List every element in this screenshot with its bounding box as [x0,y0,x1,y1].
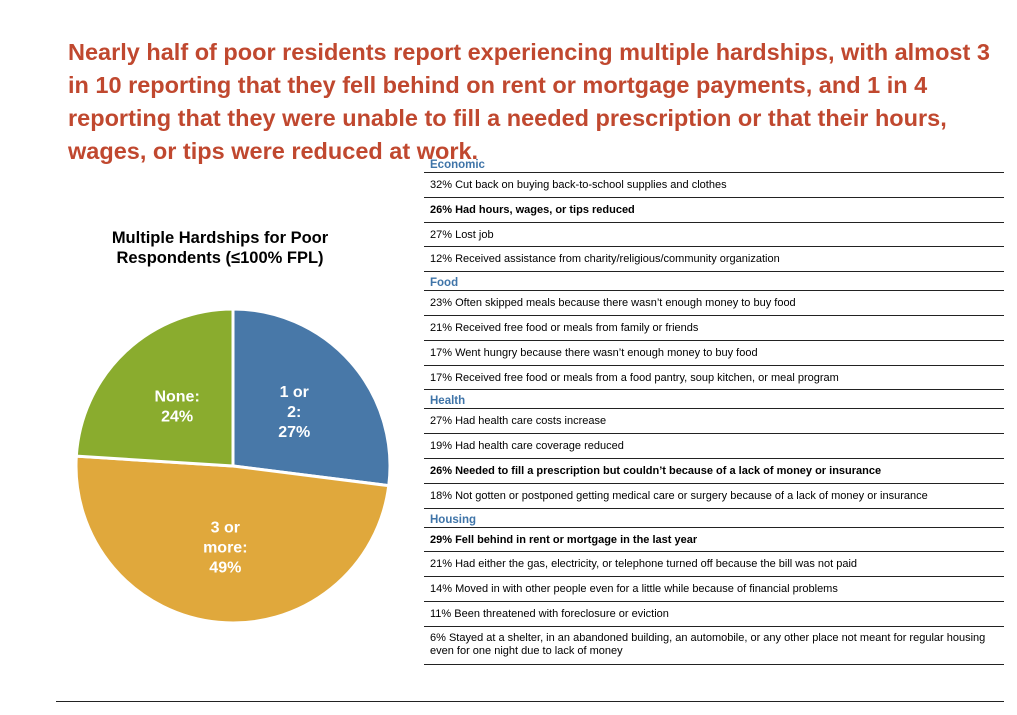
hardship-row: 19% Had health care coverage reduced [424,434,1004,459]
hardship-row: 12% Received assistance from charity/rel… [424,247,1004,273]
pie-slice [74,454,391,625]
hardship-row: 14% Moved in with other people even for … [424,577,1004,602]
hardship-row: 27% Lost job [424,223,1004,248]
hardship-row: 17% Went hungry because there wasn’t eno… [424,341,1004,366]
headline: Nearly half of poor residents report exp… [68,39,990,164]
pie-slice-label: 1 or 2: 27% [278,384,310,441]
hardship-row: 26% Had hours, wages, or tips reduced [424,198,1004,223]
bottom-rule [56,701,1004,702]
hardship-row: 17% Received free food or meals from a f… [424,366,1004,391]
hardship-row: 11% Been threatened with foreclosure or … [424,602,1004,627]
hardship-row: 32% Cut back on buying back-to-school su… [424,173,1004,198]
category-header: Economic [424,154,1004,173]
category-header: Health [424,390,1004,410]
category-header: Housing [424,509,1004,528]
hardship-row: 23% Often skipped meals because there wa… [424,291,1004,316]
hardship-row: 29% Fell behind in rent or mortgage in t… [424,528,1004,553]
pie-slice [74,307,235,468]
hardship-row: 27% Had health care costs increase [424,409,1004,435]
hardship-row: 21% Received free food or meals from fam… [424,316,1004,341]
hardship-table: Economic 32% Cut back on buying back-to-s… [424,154,1004,665]
category-header: Food [424,272,1004,292]
hardship-row: 26% Needed to fill a prescription but co… [424,459,1004,484]
hardship-row: 18% Not gotten or postponed getting medi… [424,484,1004,509]
pie-slice [231,307,392,488]
hardship-row: 21% Had either the gas, electricity, or … [424,552,1004,578]
pie-slice-label: 3 or more: 49% [203,519,247,576]
chart-title: Multiple Hardships for Poor Respondents … [111,229,329,267]
pie-slice-label: None: 24% [154,388,199,425]
hardship-row: 6% Stayed at a shelter, in an abandoned … [424,627,1004,665]
